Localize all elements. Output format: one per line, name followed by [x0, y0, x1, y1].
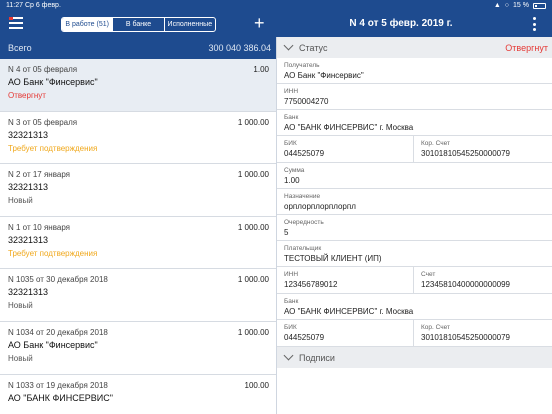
- operation-header: N 4 от 05 февраля: [8, 65, 78, 74]
- sum-field: Сумма 1.00: [277, 163, 552, 189]
- operation-counterparty: АО "БАНК ФИНСЕРВИС": [8, 392, 113, 403]
- total-row: Всего 300 040 386.04: [0, 37, 276, 59]
- tab-in-bank[interactable]: В банке: [113, 18, 165, 31]
- operation-status: Требует подтверждения: [8, 248, 98, 258]
- operation-header: N 3 от 05 февраля: [8, 117, 78, 127]
- operation-list-item[interactable]: N 1035 от 30 декабря 2018 1 000.00 3232131…: [0, 269, 276, 322]
- bik-kor-row: БИК 044525079 Кор. Счет 3010181054525000…: [277, 136, 552, 163]
- kor-account-field: Кор. Счет 30101810545250000079: [421, 140, 510, 158]
- status-date: Ср 6 февр.: [24, 2, 61, 9]
- status-bar: 11:27 Ср 6 февр. ▲ ○ 15 %: [0, 0, 552, 11]
- operation-list-item[interactable]: N 1034 от 20 декабря 2018 1 000.00 АО Банк…: [0, 322, 276, 375]
- operation-counterparty: 32321313: [8, 287, 49, 298]
- status-tabs: В работе (51) В банке Исполненные: [61, 17, 216, 32]
- operation-amount: 1 000.00: [237, 117, 269, 127]
- operation-status: Новый: [8, 353, 33, 363]
- operation-list-item[interactable]: N 1033 от 19 декабря 2018 100.00 АО "БАНК …: [0, 375, 276, 414]
- inn-field: ИНН 7750004270: [277, 84, 552, 110]
- operations-list: N 4 от 05 февраля 1.00 АО Банк "Финсервис"…: [0, 59, 276, 414]
- bank-field: Банк АО "БАНК ФИНСЕРВИС" г. Москва: [277, 110, 552, 136]
- operation-amount: 1 000.00: [237, 222, 269, 232]
- operation-amount: 1 000.00: [237, 327, 269, 337]
- total-amount: 300 040 386.04: [208, 43, 271, 53]
- operation-amount: 100.00: [244, 380, 269, 390]
- status-section-label: Статус: [299, 42, 328, 53]
- operation-counterparty: 32321313: [8, 182, 49, 193]
- nav-bar: В работе (51) В банке Исполненные + N 4 …: [0, 11, 552, 37]
- operation-header: N 1034 от 20 декабря 2018: [8, 327, 108, 337]
- operation-amount: 1 000.00: [237, 275, 269, 285]
- operation-amount: 1.00: [253, 65, 269, 74]
- payer-inn-field: ИНН 123456789012: [277, 267, 414, 293]
- operation-list-item[interactable]: N 1 от 10 января 1 000.00 32321313 Требует …: [0, 217, 276, 270]
- bik-field: БИК 044525079: [277, 136, 414, 162]
- menu-icon[interactable]: [9, 17, 23, 29]
- payer-account-field: Счет 12345810400000000099: [421, 271, 510, 289]
- operation-counterparty: АО Банк "Финсервис": [8, 339, 98, 350]
- panel-divider: [276, 37, 277, 414]
- payer-inn-account-row: ИНН 123456789012 Счет 123458104000000000…: [277, 267, 552, 294]
- status-section-header[interactable]: Статус Отвергнут: [277, 37, 552, 58]
- more-icon[interactable]: [533, 17, 537, 31]
- payer-kor-account-field: Кор. Счет 30101810545250000079: [421, 324, 510, 342]
- add-icon[interactable]: +: [254, 13, 265, 33]
- signatures-section-header[interactable]: Подписи: [277, 347, 552, 368]
- total-label: Всего: [8, 43, 32, 53]
- operation-status: Новый: [8, 301, 33, 311]
- operation-counterparty: 32321313: [8, 234, 49, 245]
- document-title: N 4 от 5 февр. 2019 г.: [349, 18, 453, 29]
- operation-header: N 2 от 17 января: [8, 170, 71, 180]
- operation-counterparty: 32321313: [8, 129, 49, 140]
- operation-list-item[interactable]: N 4 от 05 февраля 1.00 АО Банк "Финсервис"…: [0, 59, 276, 112]
- payer-bik-field: БИК 044525079: [277, 320, 414, 346]
- alarm-icon: ○: [504, 2, 510, 9]
- operation-header: N 1 от 10 января: [8, 222, 71, 232]
- operation-status: Требует подтверждения: [8, 143, 98, 153]
- signatures-section-label: Подписи: [299, 352, 335, 363]
- operation-status: Отвергнут: [8, 91, 46, 100]
- chevron-down-icon: [283, 40, 294, 51]
- detail-panel: Статус Отвергнут Получатель АО Банк "Фин…: [277, 37, 552, 414]
- purpose-field: Назначение орплорплорплорпл: [277, 189, 552, 215]
- status-badge: Отвергнут: [505, 42, 548, 53]
- chevron-down-icon: [283, 350, 294, 361]
- payer-bank-field: Банк АО "БАНК ФИНСЕРВИС" г. Москва: [277, 294, 552, 320]
- operation-list-item[interactable]: N 2 от 17 января 1 000.00 32321313 Новый: [0, 164, 276, 217]
- status-time: 11:27: [6, 2, 23, 9]
- battery-percent: 15 %: [513, 2, 529, 9]
- payer-bik-kor-row: БИК 044525079 Кор. Счет 3010181054525000…: [277, 320, 552, 347]
- recipient-field: Получатель АО Банк "Финсервис": [277, 58, 552, 84]
- tab-in-work[interactable]: В работе (51): [62, 18, 114, 31]
- operation-list-item[interactable]: N 3 от 05 февраля 1 000.00 32321313 Требует…: [0, 112, 276, 165]
- tab-executed[interactable]: Исполненные: [167, 21, 213, 28]
- priority-field: Очередность 5: [277, 215, 552, 241]
- operation-status: Новый: [8, 196, 33, 206]
- wifi-icon: ▲: [493, 2, 501, 9]
- operation-amount: 1 000.00: [237, 170, 269, 180]
- operation-counterparty: АО Банк "Финсервис": [8, 77, 98, 87]
- operation-header: N 1035 от 30 декабря 2018: [8, 275, 108, 285]
- battery-icon: [533, 2, 546, 9]
- payer-field: Плательщик ТЕСТОВЫЙ КЛИЕНТ (ИП): [277, 241, 552, 267]
- operations-panel: Всего 300 040 386.04 N 4 от 05 февраля 1.…: [0, 37, 276, 414]
- operation-header: N 1033 от 19 декабря 2018: [8, 380, 108, 390]
